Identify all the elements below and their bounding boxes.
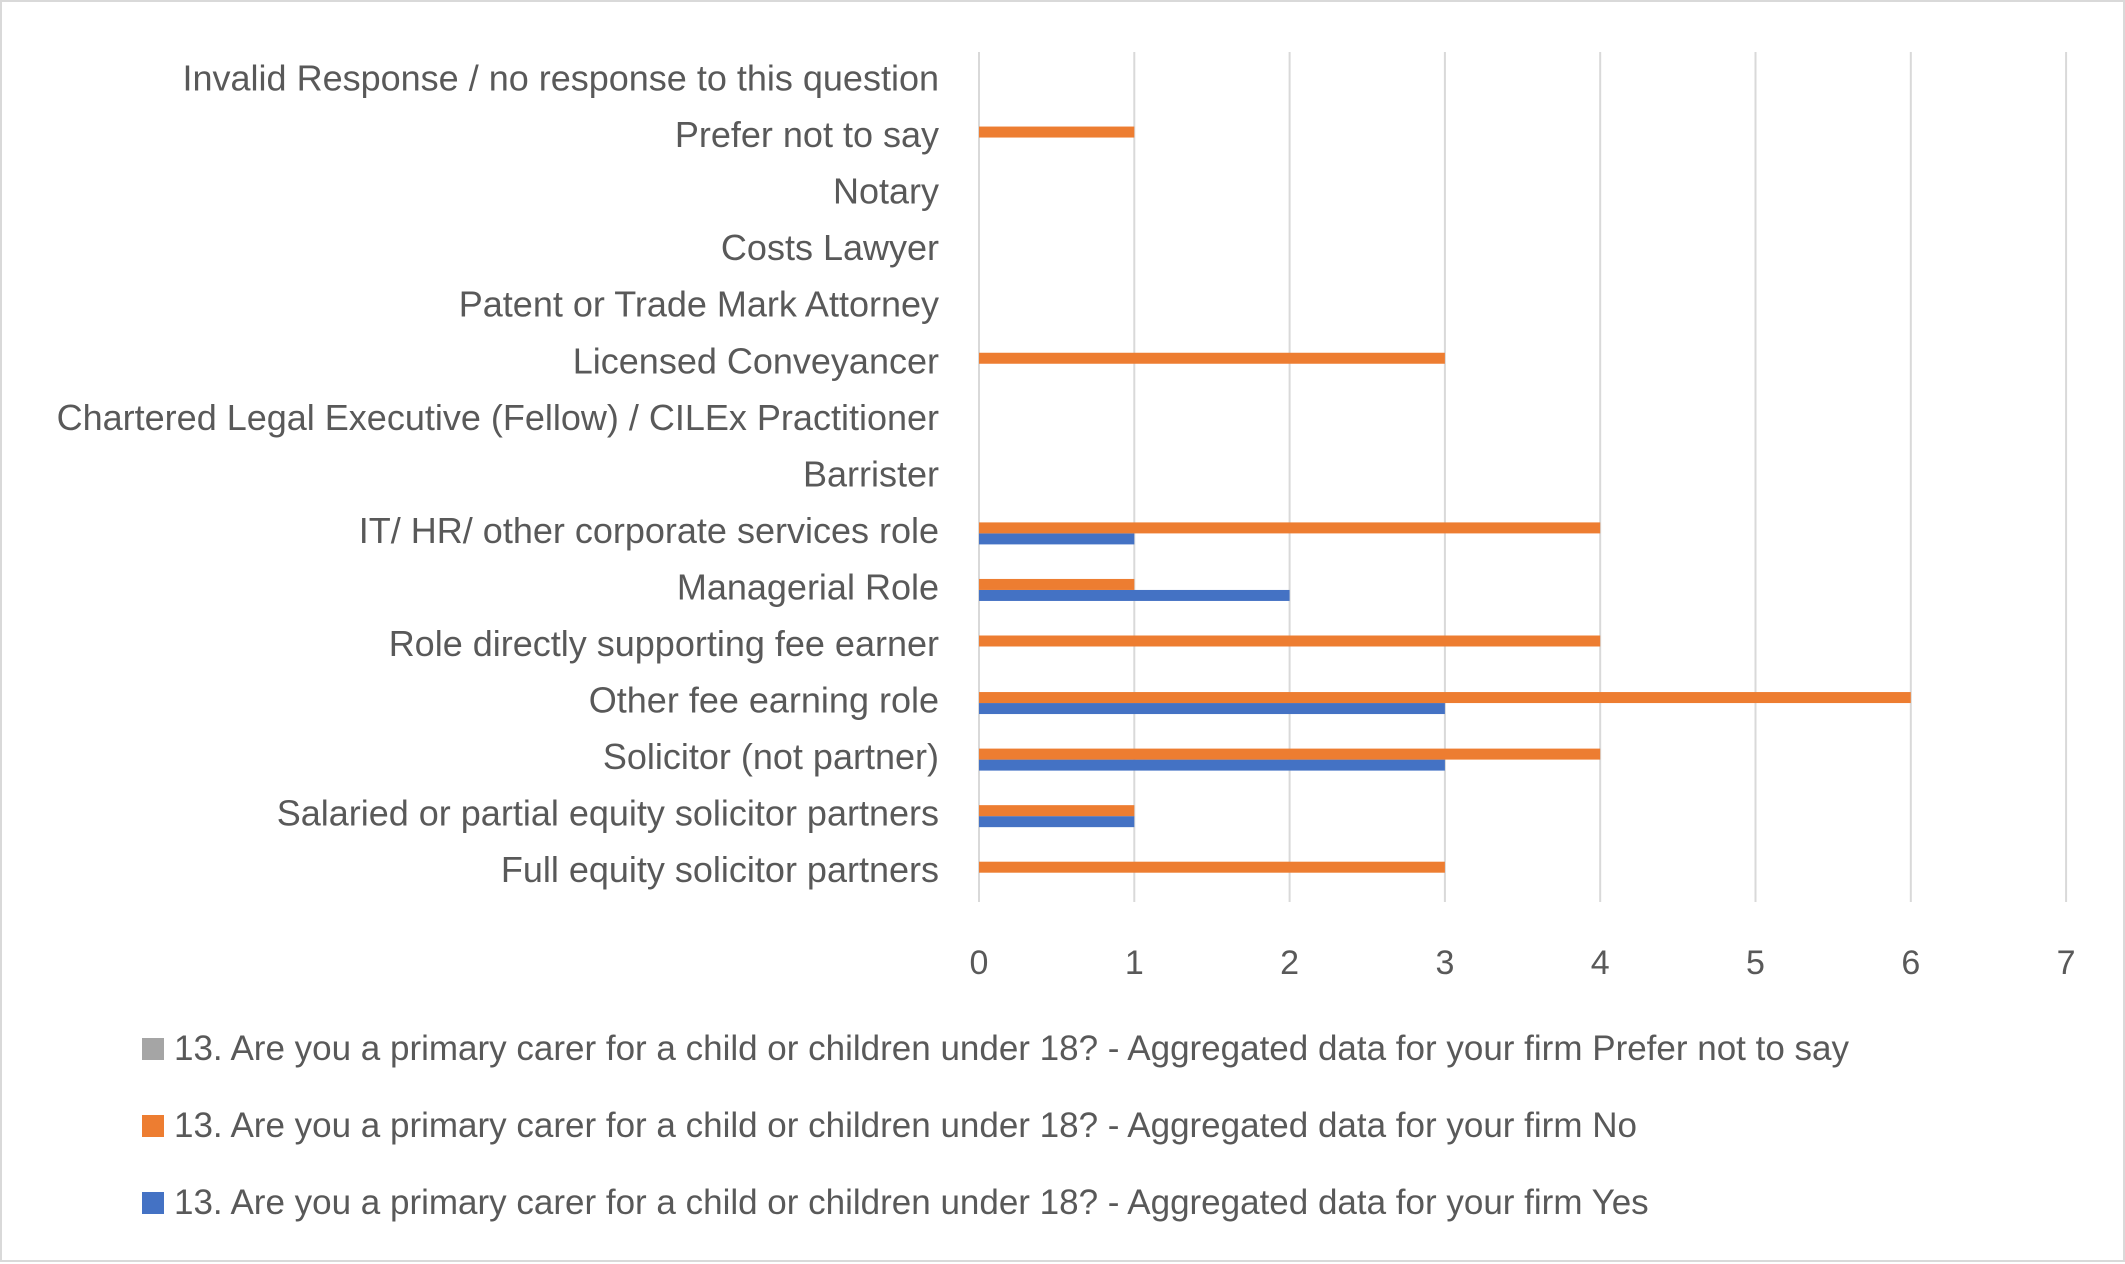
bar-no-12	[979, 748, 1601, 760]
category-label: Barrister	[803, 453, 939, 494]
legend-item: 13. Are you a primary carer for a child …	[142, 1087, 1849, 1164]
legend-item: 13. Are you a primary carer for a child …	[142, 1010, 1849, 1087]
x-tick-label: 0	[970, 944, 989, 982]
bar-no-8	[979, 522, 1601, 534]
bar-no-14	[979, 861, 1445, 873]
category-label: Other fee earning role	[589, 680, 939, 721]
x-tick-label: 7	[2057, 944, 2076, 982]
category-labels: Invalid Response / no response to this q…	[57, 58, 939, 891]
x-tick-label: 4	[1591, 944, 1610, 982]
gridlines	[978, 52, 2068, 902]
legend-swatch	[142, 1114, 164, 1137]
category-label: Costs Lawyer	[721, 227, 939, 268]
bar-no-9	[979, 578, 1135, 590]
x-tick-label: 5	[1746, 944, 1765, 982]
category-label: Managerial Role	[677, 566, 939, 607]
bar-yes-11	[979, 703, 1445, 715]
category-label: Prefer not to say	[675, 114, 939, 155]
legend-label: 13. Are you a primary carer for a child …	[174, 1182, 1649, 1222]
x-tick-label: 3	[1435, 944, 1454, 982]
legend-label: 13. Are you a primary carer for a child …	[174, 1028, 1850, 1068]
bar-yes-8	[979, 533, 1135, 545]
legend-swatch	[142, 1191, 164, 1214]
bar-no-1	[979, 126, 1135, 138]
bars	[979, 126, 1911, 873]
category-label: Invalid Response / no response to this q…	[183, 58, 939, 99]
category-label: Full equity solicitor partners	[501, 849, 939, 890]
bar-no-13	[979, 805, 1135, 817]
category-label: IT/ HR/ other corporate services role	[359, 510, 939, 551]
legend: 13. Are you a primary carer for a child …	[142, 1010, 1849, 1241]
bar-yes-13	[979, 816, 1135, 828]
category-label: Solicitor (not partner)	[603, 736, 939, 777]
legend-label: 13. Are you a primary carer for a child …	[174, 1105, 1637, 1145]
bar-yes-12	[979, 759, 1445, 771]
category-label: Chartered Legal Executive (Fellow) / CIL…	[57, 397, 939, 438]
bar-no-10	[979, 635, 1601, 647]
x-tick-label: 6	[1901, 944, 1920, 982]
legend-swatch	[142, 1037, 164, 1060]
x-tick-labels: 0 1 2 3 4 5 6 7	[970, 944, 2076, 982]
category-label: Salaried or partial equity solicitor par…	[277, 793, 939, 834]
category-label: Licensed Conveyancer	[573, 340, 939, 381]
bar-no-11	[979, 692, 1911, 704]
category-label: Role directly supporting fee earner	[389, 623, 939, 664]
bar-yes-9	[979, 589, 1290, 601]
category-label: Patent or Trade Mark Attorney	[459, 284, 939, 325]
x-tick-label: 1	[1125, 944, 1144, 982]
x-tick-label: 2	[1280, 944, 1299, 982]
legend-item: 13. Are you a primary carer for a child …	[142, 1164, 1849, 1241]
bar-no-5	[979, 352, 1445, 364]
category-label: Notary	[833, 171, 939, 212]
